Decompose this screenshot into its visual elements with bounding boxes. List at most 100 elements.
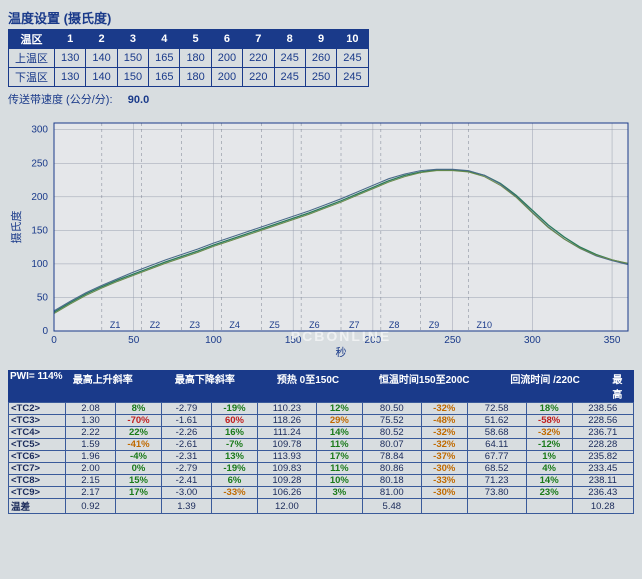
zone-col: 3: [117, 30, 148, 49]
results-pct: -37%: [421, 451, 467, 463]
results-val: -2.79: [161, 463, 211, 475]
results-val: 0.92: [65, 499, 115, 514]
results-val: 80.50: [362, 403, 421, 415]
ytick-label: 250: [31, 158, 48, 169]
results-val: 80.07: [362, 439, 421, 451]
results-pct: 23%: [526, 487, 572, 499]
settings-cell: 245: [337, 49, 368, 68]
results-val: -2.31: [161, 451, 211, 463]
results-pct: 6%: [212, 475, 258, 487]
results-val: 106.26: [257, 487, 316, 499]
tc-label: <TC9>: [9, 487, 66, 499]
results-val: 236.71: [572, 427, 633, 439]
xtick-label: 350: [604, 335, 621, 346]
settings-row-label: 上温区: [9, 49, 55, 68]
results-row: <TC7>2.000%-2.79-19%109.8311%80.86-30%68…: [9, 463, 634, 475]
results-pct: 10%: [316, 475, 362, 487]
zone-header: 温区: [9, 30, 55, 49]
results-pct: [421, 499, 467, 514]
results-pct: 4%: [526, 463, 572, 475]
results-val: 109.78: [257, 439, 316, 451]
zone-label: Z4: [229, 320, 240, 330]
results-val: 73.80: [467, 487, 526, 499]
results-table: <TC2>2.088%-2.79-19%110.2312%80.50-32%72…: [8, 402, 634, 514]
results-val: 2.08: [65, 403, 115, 415]
results-pct: -19%: [212, 463, 258, 475]
results-pct: -33%: [212, 487, 258, 499]
results-pct: -48%: [421, 415, 467, 427]
settings-cell: 130: [55, 49, 86, 68]
results-pct: 17%: [116, 487, 162, 499]
results-pct: 29%: [316, 415, 362, 427]
results-pct: -30%: [421, 487, 467, 499]
results-val: 64.11: [467, 439, 526, 451]
zone-col: 10: [337, 30, 368, 49]
results-pct: -12%: [526, 439, 572, 451]
zone-col: 9: [305, 30, 336, 49]
results-val: 75.52: [362, 415, 421, 427]
settings-cell: 220: [243, 68, 274, 87]
results-val: 78.84: [362, 451, 421, 463]
zone-label: Z5: [269, 320, 280, 330]
results-pct: [212, 499, 258, 514]
results-pct: -70%: [116, 415, 162, 427]
zone-col: 5: [180, 30, 211, 49]
pwi-header-bar: PWI= 114% 最高上升斜率 最高下降斜率 预热 0至150C 恒温时间15…: [8, 370, 634, 402]
results-val: [467, 499, 526, 514]
pwi-col-rise: 最高上升斜率: [71, 370, 173, 402]
results-row: <TC4>2.2222%-2.2616%111.2414%80.52-32%58…: [9, 427, 634, 439]
results-val: 109.83: [257, 463, 316, 475]
settings-cell: 200: [211, 68, 242, 87]
conveyor-value: 90.0: [128, 94, 149, 106]
settings-cell: 130: [55, 68, 86, 87]
results-val: 72.58: [467, 403, 526, 415]
results-pct: 17%: [316, 451, 362, 463]
tc-label: <TC5>: [9, 439, 66, 451]
results-pct: 22%: [116, 427, 162, 439]
results-val: -2.41: [161, 475, 211, 487]
results-row: <TC8>2.1515%-2.416%109.2810%80.18-33%71.…: [9, 475, 634, 487]
settings-title: 温度设置 (摄氏度): [8, 8, 634, 27]
results-pct: -32%: [421, 439, 467, 451]
pwi-col-preheat: 预热 0至150C: [275, 370, 377, 402]
results-pct: [316, 499, 362, 514]
tc-label: <TC2>: [9, 403, 66, 415]
settings-cell: 140: [86, 49, 117, 68]
results-val: 10.28: [572, 499, 633, 514]
results-row: <TC2>2.088%-2.79-19%110.2312%80.50-32%72…: [9, 403, 634, 415]
settings-cell: 150: [117, 68, 148, 87]
results-pct: -7%: [212, 439, 258, 451]
results-pct: 14%: [316, 427, 362, 439]
results-val: 111.24: [257, 427, 316, 439]
ytick-label: 50: [37, 292, 49, 303]
tc-label: 温差: [9, 499, 66, 514]
ytick-label: 150: [31, 225, 48, 236]
results-val: 2.15: [65, 475, 115, 487]
ytick-label: 100: [31, 259, 48, 270]
results-val: 110.23: [257, 403, 316, 415]
zone-col: 1: [55, 30, 86, 49]
results-pct: 14%: [526, 475, 572, 487]
results-val: 109.28: [257, 475, 316, 487]
watermark: PCBONLINE: [291, 328, 391, 344]
settings-cell: 245: [274, 49, 305, 68]
settings-cell: 245: [274, 68, 305, 87]
results-val: 80.86: [362, 463, 421, 475]
tc-label: <TC3>: [9, 415, 66, 427]
y-axis-label: 摄氏度: [9, 211, 23, 244]
results-val: 81.00: [362, 487, 421, 499]
results-pct: 60%: [212, 415, 258, 427]
ytick-label: 300: [31, 125, 48, 136]
results-val: 2.22: [65, 427, 115, 439]
results-pct: [116, 499, 162, 514]
settings-cell: 140: [86, 68, 117, 87]
results-pct: -33%: [421, 475, 467, 487]
results-pct: 11%: [316, 439, 362, 451]
results-pct: 11%: [316, 463, 362, 475]
xtick-label: 0: [51, 335, 57, 346]
results-val: -2.61: [161, 439, 211, 451]
results-val: 12.00: [257, 499, 316, 514]
results-val: 238.11: [572, 475, 633, 487]
zone-col: 7: [243, 30, 274, 49]
settings-row: 下温区130140150165180200220245250245: [9, 68, 369, 87]
